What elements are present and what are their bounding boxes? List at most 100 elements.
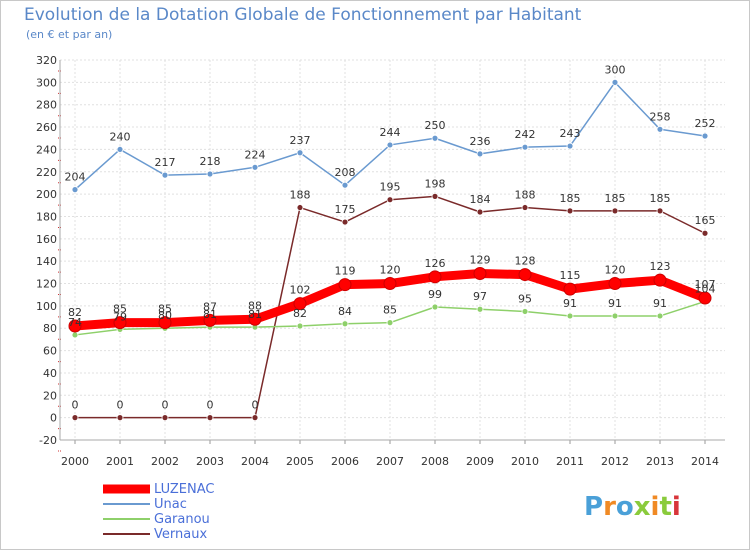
data-label-garanou: 84	[338, 305, 352, 318]
data-point-luzenac	[203, 313, 217, 327]
data-point-luzenac	[698, 291, 712, 305]
data-label-luzenac: 119	[335, 265, 356, 278]
data-label-garanou: 79	[113, 310, 127, 323]
x-tick-label: 2003	[196, 455, 224, 468]
grid	[60, 59, 725, 441]
data-label-garanou: 91	[653, 297, 667, 310]
y-tick-label: 160	[36, 233, 57, 246]
data-label-unac: 236	[470, 135, 491, 148]
data-point-vernaux	[71, 414, 79, 422]
data-label-vernaux: 165	[695, 214, 716, 227]
legend-label-unac: Unac	[154, 497, 187, 512]
data-point-garanou	[566, 312, 574, 320]
data-label-unac: 204	[65, 171, 86, 184]
data-point-unac	[386, 141, 394, 149]
data-label-unac: 240	[110, 130, 131, 143]
data-label-vernaux: 0	[117, 399, 124, 412]
logo-letter: i	[651, 492, 660, 522]
data-point-vernaux	[431, 192, 439, 200]
y-tick-label: 20	[43, 389, 57, 402]
x-tick-label: 2011	[556, 455, 584, 468]
logo-letter: i	[672, 492, 681, 522]
data-point-garanou	[296, 322, 304, 330]
data-label-unac: 224	[245, 148, 266, 161]
y-tick-label: 320	[36, 54, 57, 67]
data-point-vernaux	[251, 414, 259, 422]
data-label-garanou: 80	[158, 309, 172, 322]
legend-label-luzenac: LUZENAC	[154, 482, 214, 497]
data-point-vernaux	[476, 208, 484, 216]
data-label-unac: 258	[650, 110, 671, 123]
data-label-unac: 208	[335, 166, 356, 179]
data-point-unac	[251, 163, 259, 171]
data-point-garanou	[656, 312, 664, 320]
data-point-unac	[611, 78, 619, 86]
data-label-unac: 237	[290, 134, 311, 147]
data-label-luzenac: 115	[560, 269, 581, 282]
data-label-garanou: 104	[695, 282, 716, 295]
data-label-garanou: 97	[473, 290, 487, 303]
data-point-garanou	[71, 331, 79, 339]
data-point-unac	[476, 150, 484, 158]
data-label-luzenac: 87	[203, 300, 217, 313]
y-tick-label: 240	[36, 143, 57, 156]
y-tick-label: 40	[43, 367, 57, 380]
data-point-luzenac	[68, 319, 82, 333]
chart-subtitle: (en € et par an)	[26, 28, 112, 41]
data-point-unac	[431, 134, 439, 142]
data-label-luzenac: 126	[425, 257, 446, 270]
x-tick-label: 2000	[61, 455, 89, 468]
y-tick-label: -20	[39, 434, 57, 447]
x-tick-label: 2010	[511, 455, 539, 468]
data-label-garanou: 81	[248, 308, 262, 321]
data-point-luzenac	[158, 316, 172, 330]
logo-letter: x	[634, 492, 651, 522]
data-point-luzenac	[428, 270, 442, 284]
data-label-luzenac: 120	[605, 264, 626, 277]
data-label-vernaux: 195	[380, 181, 401, 194]
data-label-garanou: 91	[608, 297, 622, 310]
data-point-luzenac	[653, 273, 667, 287]
data-point-unac	[206, 170, 214, 178]
data-point-vernaux	[296, 204, 304, 211]
plot-area	[60, 60, 725, 440]
data-point-luzenac	[113, 316, 127, 330]
data-point-unac	[116, 146, 124, 153]
x-tick-label: 2008	[421, 455, 449, 468]
data-label-vernaux: 0	[72, 399, 79, 412]
x-tick-label: 2004	[241, 455, 269, 468]
data-point-unac	[296, 149, 304, 157]
axes: -200204060801001201401601802002202402602…	[36, 54, 725, 468]
x-tick-label: 2013	[646, 455, 674, 468]
data-label-vernaux: 184	[470, 193, 491, 206]
data-label-luzenac: 82	[68, 306, 82, 319]
data-point-unac	[521, 143, 529, 151]
y-tick-label: 300	[36, 76, 57, 89]
data-point-unac	[566, 142, 574, 150]
x-tick-label: 2012	[601, 455, 629, 468]
chart-title: Evolution de la Dotation Globale de Fonc…	[24, 5, 582, 25]
data-point-luzenac	[518, 268, 532, 282]
x-tick-label: 2006	[331, 455, 359, 468]
data-label-luzenac: 85	[158, 303, 172, 316]
data-label-luzenac: 123	[650, 260, 671, 273]
x-tick-label: 2005	[286, 455, 314, 468]
y-tick-label: 60	[43, 345, 57, 358]
y-tick-label: 280	[36, 99, 57, 112]
data-label-unac: 242	[515, 128, 536, 141]
y-tick-label: 260	[36, 121, 57, 134]
data-point-unac	[341, 181, 349, 189]
data-point-vernaux	[611, 207, 619, 215]
data-label-luzenac: 107	[695, 278, 716, 291]
data-label-vernaux: 0	[207, 399, 214, 412]
data-point-vernaux	[341, 218, 349, 226]
logo-letter: r	[603, 492, 616, 522]
data-label-luzenac: 129	[470, 253, 491, 266]
data-label-garanou: 99	[428, 288, 442, 301]
data-point-vernaux	[161, 414, 169, 422]
data-label-vernaux: 0	[252, 399, 259, 412]
y-tick-label: 200	[36, 188, 57, 201]
data-label-unac: 252	[695, 117, 716, 130]
data-label-vernaux: 185	[605, 192, 626, 205]
